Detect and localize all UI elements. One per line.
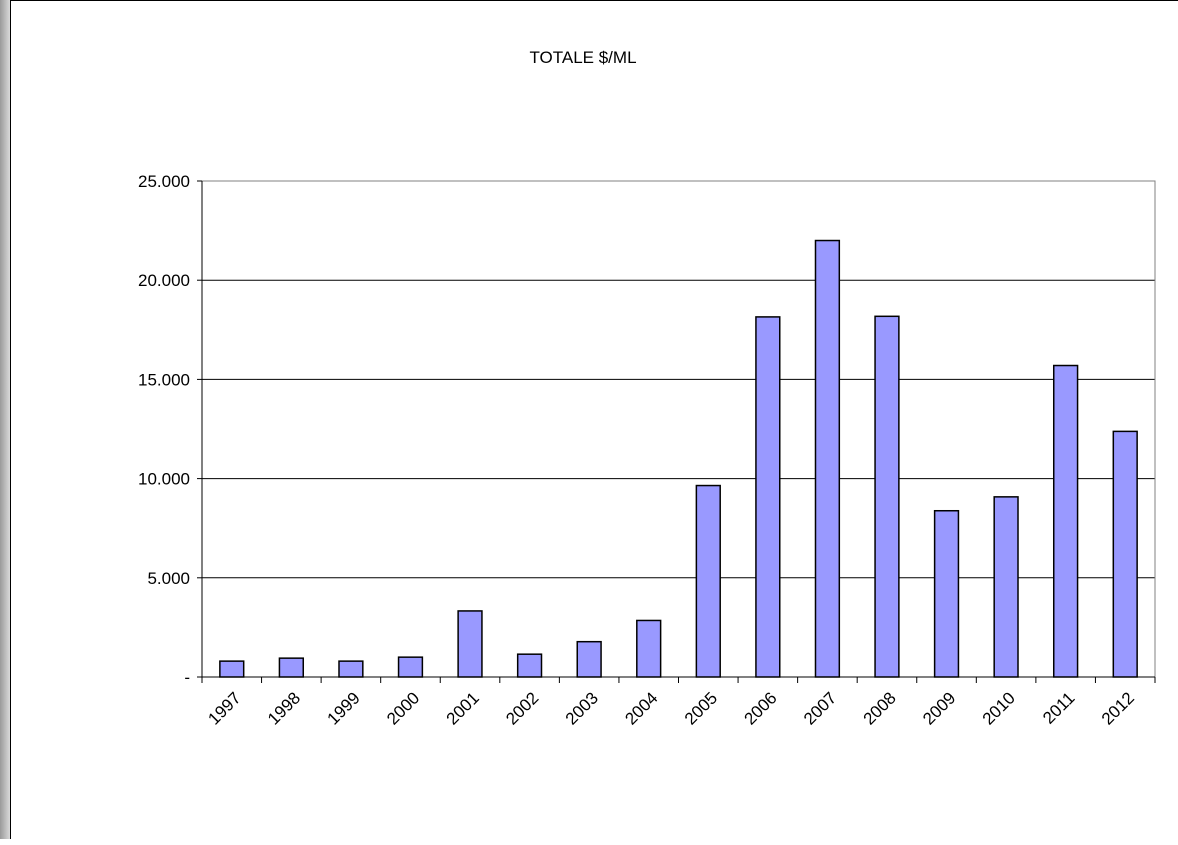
- x-tick-label: 1998: [264, 688, 304, 728]
- bar: [338, 660, 364, 678]
- bar: [219, 660, 245, 678]
- x-tick-label: 2011: [1039, 688, 1078, 727]
- bar: [1112, 430, 1138, 678]
- y-tick-label: 15.000: [138, 370, 190, 389]
- y-tick-label: 5.000: [147, 569, 190, 588]
- bar: [695, 484, 721, 678]
- bar: [516, 653, 543, 678]
- x-tick-label: 1997: [204, 688, 244, 728]
- y-tick-labels: - 5.000 10.000 15.000 20.000 25.000: [138, 172, 190, 687]
- bar: [278, 657, 305, 678]
- x-tick-label: 2004: [621, 688, 661, 728]
- bar: [933, 509, 960, 678]
- bar: [636, 619, 662, 678]
- sheet-shadow: [0, 0, 12, 839]
- chart-title: TOTALE $/ML: [529, 48, 636, 67]
- chart-area: TOTALE $/ML - 5.000 10.000 15.000 20.000 25.0…: [10, 0, 1178, 839]
- x-tick-label: 2000: [383, 688, 423, 728]
- bar: [457, 610, 483, 678]
- x-tick-label: 1999: [324, 688, 364, 728]
- bar: [1052, 364, 1079, 678]
- y-tick-label: -: [184, 668, 190, 687]
- bars: [219, 239, 1138, 678]
- y-tick-label: 10.000: [138, 470, 190, 489]
- x-tick-label: 2009: [919, 688, 959, 728]
- bar: [993, 496, 1019, 678]
- x-tick-label: 2003: [562, 688, 602, 728]
- y-tick-label: 20.000: [138, 271, 190, 290]
- x-tick-label: 2006: [740, 688, 780, 728]
- bar: [576, 640, 602, 678]
- x-tick-labels: 1997 1998 1999 2000 2001 2002 2003 2004 2005 2006…: [204, 688, 1138, 728]
- bar: [755, 316, 781, 678]
- axes: [197, 180, 1156, 683]
- bar: [397, 656, 424, 678]
- bar-chart: TOTALE $/ML - 5.000 10.000 15.000 20.000 25.0…: [138, 48, 1156, 729]
- bar: [874, 315, 900, 678]
- x-tick-label: 2010: [979, 688, 1019, 728]
- x-tick-label: 2007: [800, 688, 840, 728]
- y-tick-label: 25.000: [138, 172, 190, 191]
- x-tick-label: 2005: [681, 688, 721, 728]
- bar: [814, 239, 841, 678]
- x-tick-label: 2012: [1098, 688, 1138, 728]
- x-tick-label: 2008: [860, 688, 900, 728]
- x-tick-label: 2001: [443, 688, 483, 728]
- x-tick-label: 2002: [502, 688, 542, 728]
